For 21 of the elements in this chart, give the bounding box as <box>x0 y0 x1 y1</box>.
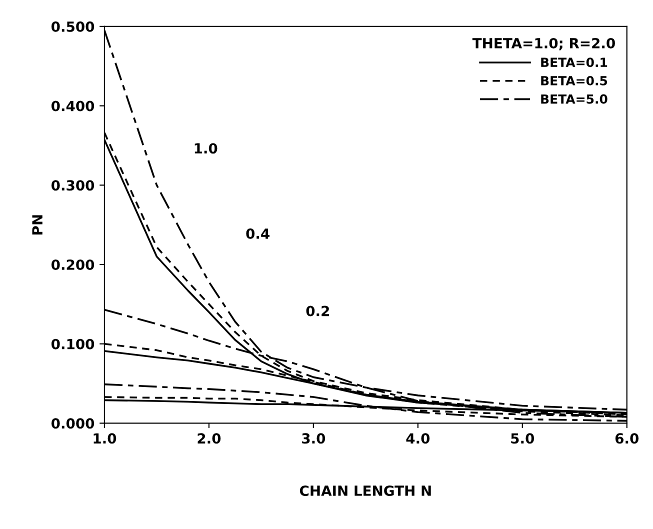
legend-label: BETA=5.0 <box>541 94 608 104</box>
x-tick-label: 4.0 <box>406 433 430 444</box>
y-tick-label: 0.400 <box>51 100 94 112</box>
y-tick-label: 0.200 <box>51 259 94 270</box>
legend-label: BETA=0.5 <box>541 76 608 86</box>
annotation: 1.0 <box>194 143 218 154</box>
x-tick-label: 2.0 <box>198 433 221 444</box>
legend-title: THETA=1.0; R=2.0 <box>472 38 615 50</box>
y-tick-label: 0.000 <box>51 418 94 429</box>
y-tick-label: 0.300 <box>51 180 94 191</box>
y-tick-label: 0.500 <box>51 21 94 32</box>
legend-label: BETA=0.1 <box>541 58 608 68</box>
x-axis-title: CHAIN LENGTH N <box>300 486 431 496</box>
y-axis-title: PN <box>32 215 42 234</box>
x-tick-label: 3.0 <box>302 433 326 444</box>
x-tick-label: 6.0 <box>615 433 639 444</box>
annotation: 0.2 <box>306 306 329 316</box>
x-tick-label: 5.0 <box>511 433 534 444</box>
annotation: 0.4 <box>246 228 270 239</box>
y-tick-label: 0.100 <box>51 338 94 350</box>
x-tick-label: 1.0 <box>94 433 116 444</box>
